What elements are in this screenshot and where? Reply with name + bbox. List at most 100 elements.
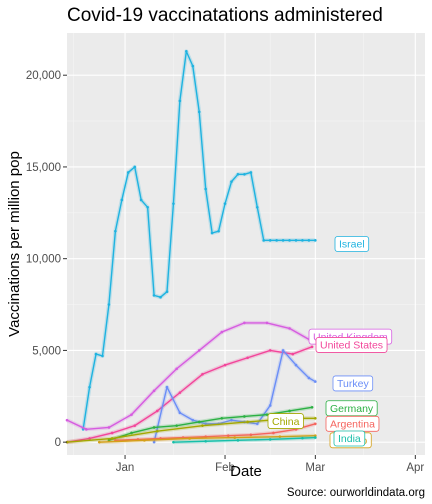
series-turkey xyxy=(152,348,317,444)
data-point-argentina xyxy=(249,433,253,437)
data-point-india xyxy=(268,438,272,441)
data-point-germany xyxy=(107,439,111,442)
label-text-argentina: Argentina xyxy=(330,419,375,431)
data-point-argentina xyxy=(272,431,275,435)
series-layer xyxy=(65,49,317,445)
data-point-israel xyxy=(249,171,253,174)
data-point-germany xyxy=(265,413,269,416)
label-box-united-states xyxy=(315,337,388,353)
grid-lines xyxy=(67,33,425,455)
data-point-united-kingdom xyxy=(288,327,291,330)
series-united-states xyxy=(65,344,314,445)
y-tick-label: 20,000 xyxy=(26,70,61,82)
data-point-israel xyxy=(172,202,175,205)
series-line-turkey xyxy=(153,349,316,443)
data-point-turkey xyxy=(314,380,317,383)
label-argentina: Argentina xyxy=(325,415,380,432)
data-point-israel xyxy=(152,294,156,297)
data-point-united-kingdom xyxy=(220,330,224,334)
data-point-united-states xyxy=(268,349,272,352)
x-tick-label: Apr xyxy=(406,462,424,474)
y-axis: 0 5,000 10,000 15,000 20,000 xyxy=(26,70,67,449)
data-point-china xyxy=(156,429,159,433)
label-india: India xyxy=(333,430,366,447)
plot-panel xyxy=(67,33,425,455)
data-point-israel xyxy=(120,198,124,202)
data-point-israel xyxy=(275,239,278,242)
data-point-turkey xyxy=(230,418,233,422)
label-turkey: Turkey xyxy=(332,375,374,392)
data-point-israel xyxy=(146,206,149,209)
data-point-india xyxy=(204,439,207,443)
data-point-mexico xyxy=(233,436,237,439)
data-point-turkey xyxy=(152,440,156,444)
data-point-israel xyxy=(255,206,259,209)
data-point-argentina xyxy=(226,434,230,438)
label-text-india: India xyxy=(338,433,361,445)
series-germany xyxy=(107,405,314,443)
data-point-china xyxy=(314,417,317,420)
series-line-india xyxy=(173,436,316,443)
series-mexico xyxy=(97,433,317,445)
data-point-israel xyxy=(230,180,233,183)
data-point-israel xyxy=(210,231,214,235)
data-point-united-kingdom xyxy=(152,389,156,393)
data-point-germany xyxy=(197,420,201,424)
data-point-argentina xyxy=(204,435,207,438)
data-point-argentina xyxy=(314,422,317,426)
data-point-israel xyxy=(185,50,188,53)
data-point-mexico xyxy=(314,434,317,438)
data-point-turkey xyxy=(307,376,311,380)
label-text-china: China xyxy=(272,416,300,428)
data-point-turkey xyxy=(178,411,182,415)
x-tick-label: Jan xyxy=(116,462,135,474)
data-point-turkey xyxy=(191,418,195,422)
label-box-china xyxy=(267,413,304,429)
data-point-israel xyxy=(204,187,207,191)
data-point-china xyxy=(201,424,204,427)
data-point-israel xyxy=(101,354,104,358)
data-point-united-kingdom xyxy=(175,367,178,371)
y-axis-title: Vaccinations per million pop xyxy=(6,151,23,337)
data-point-germany xyxy=(220,417,224,420)
data-point-israel xyxy=(126,171,130,174)
data-point-turkey xyxy=(255,422,259,426)
data-point-india xyxy=(314,436,317,439)
data-point-united-kingdom xyxy=(65,418,69,422)
data-point-israel xyxy=(288,239,291,242)
series-line-mexico xyxy=(99,435,316,443)
data-point-israel xyxy=(114,229,117,233)
data-point-turkey xyxy=(204,422,207,426)
data-point-united-kingdom xyxy=(130,413,133,416)
data-point-germany xyxy=(175,424,178,427)
data-point-india xyxy=(301,436,304,440)
data-point-israel xyxy=(107,303,111,306)
data-point-united-states xyxy=(88,437,91,440)
data-point-israel xyxy=(301,239,304,242)
data-point-israel xyxy=(139,198,143,202)
data-point-israel xyxy=(165,290,169,294)
y-tick-label: 15,000 xyxy=(26,162,61,174)
data-point-israel xyxy=(88,385,91,389)
series-india xyxy=(172,435,317,445)
data-point-israel xyxy=(133,165,137,169)
label-text-israel: Israel xyxy=(339,239,365,251)
data-point-mexico xyxy=(143,439,146,442)
series-united-kingdom xyxy=(65,320,314,432)
data-point-germany xyxy=(288,409,291,413)
y-tick-label: 5,000 xyxy=(32,345,61,357)
data-point-germany xyxy=(130,431,133,435)
label-box-israel xyxy=(334,236,370,252)
label-united-states: United States xyxy=(315,337,388,353)
series-israel xyxy=(81,49,317,431)
chart-title: Covid-19 vaccinatations administered xyxy=(67,5,383,26)
data-point-israel xyxy=(307,239,311,242)
series-line-united-states xyxy=(66,346,313,443)
data-point-israel xyxy=(159,295,162,299)
x-tick-label: Mar xyxy=(305,462,325,474)
data-point-turkey xyxy=(281,349,285,352)
data-point-mexico xyxy=(97,440,101,444)
x-tick-label: Feb xyxy=(215,462,235,474)
data-point-germany xyxy=(152,426,156,429)
